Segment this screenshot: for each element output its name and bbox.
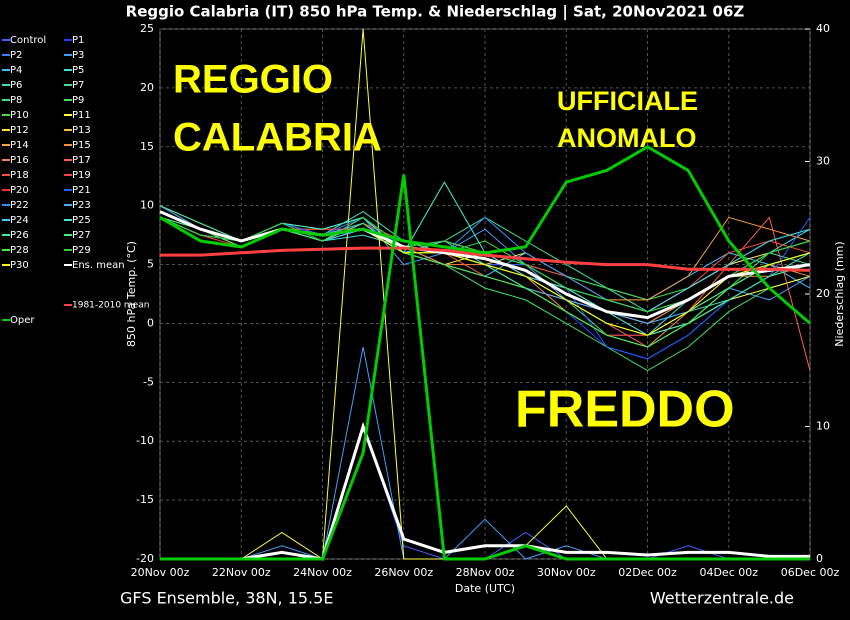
legend-label: P1 <box>72 35 84 46</box>
y-tick-label: 10 <box>140 199 154 212</box>
legend-label: Control <box>10 35 46 46</box>
legend-label: P5 <box>72 65 84 76</box>
legend-label: P8 <box>10 95 22 106</box>
legend-label: P7 <box>72 80 84 91</box>
y-tick-label: 20 <box>140 81 154 94</box>
legend-label: P25 <box>72 215 91 226</box>
y-tick-label: 0 <box>147 316 154 329</box>
x-tick-label: 22Nov 00z <box>212 566 271 579</box>
x-tick-label: 04Dec 00z <box>699 566 758 579</box>
legend-label: P9 <box>72 95 84 106</box>
y2-tick-label: 30 <box>816 155 830 168</box>
legend-label: P2 <box>10 50 22 61</box>
legend-label: P4 <box>10 65 22 76</box>
legend-label: P21 <box>72 185 91 196</box>
y2-axis-label: Niederschlag (mm) <box>833 241 846 346</box>
footer-left: GFS Ensemble, 38N, 15.5E <box>120 589 333 608</box>
annotation: CALABRIA <box>173 116 382 160</box>
legend-label: P12 <box>10 125 29 136</box>
precip-line <box>160 421 810 561</box>
legend-label: P29 <box>72 245 91 256</box>
y-tick-label: 25 <box>140 22 154 35</box>
y-axis-label: 850 hPa Temp. (°C) <box>125 241 138 347</box>
x-tick-label: 02Dec 00z <box>618 566 677 579</box>
temp-line <box>159 210 811 320</box>
legend-label: P26 <box>10 230 29 241</box>
x-tick-label: 06Dec 00z <box>781 566 840 579</box>
y-tick-label: -20 <box>136 552 154 565</box>
legend-label: P19 <box>72 170 91 181</box>
legend-label: P30 <box>10 260 29 271</box>
x-tick-label: 28Nov 00z <box>456 566 515 579</box>
legend-label: P18 <box>10 170 29 181</box>
annotation: FREDDO <box>515 381 735 439</box>
y-tick-label: 15 <box>140 140 154 153</box>
legend-label: P11 <box>72 110 91 121</box>
legend-label: P17 <box>72 155 91 166</box>
y-tick-label: -15 <box>136 493 154 506</box>
legend-label: P20 <box>10 185 29 196</box>
precip-line <box>160 174 810 561</box>
legend-label: 1981-2010 mean <box>72 301 149 311</box>
temp-line <box>160 246 811 272</box>
legend-label: P13 <box>72 125 91 136</box>
x-tick-label: 30Nov 00z <box>537 566 596 579</box>
legend-label: P6 <box>10 80 22 91</box>
annotation: ANOMALO <box>557 123 696 153</box>
annotation: REGGIO <box>173 58 333 102</box>
legend-label: P3 <box>72 50 84 61</box>
legend-label: Oper <box>10 315 35 326</box>
chart-title: Reggio Calabria (IT) 850 hPa Temp. & Nie… <box>126 3 745 22</box>
y2-tick-label: 10 <box>816 420 830 433</box>
legend-label: P22 <box>10 200 29 211</box>
legend-label: P23 <box>72 200 91 211</box>
x-tick-label: 26Nov 00z <box>374 566 433 579</box>
y-tick-label: 5 <box>147 258 154 271</box>
x-tick-label: 20Nov 00z <box>131 566 190 579</box>
legend-label: P10 <box>10 110 29 121</box>
legend-label: P16 <box>10 155 29 166</box>
y2-tick-label: 40 <box>816 22 830 35</box>
legend-label: P27 <box>72 230 91 241</box>
legend-label: Ens. mean <box>72 260 125 271</box>
annotation: UFFICIALE <box>557 86 698 116</box>
y-tick-label: -10 <box>136 434 154 447</box>
legend-label: P28 <box>10 245 29 256</box>
footer-right: Wetterzentrale.de <box>650 589 794 608</box>
legend-label: P15 <box>72 140 91 151</box>
legend-label: P24 <box>10 215 29 226</box>
legend-label: P14 <box>10 140 29 151</box>
y2-tick-label: 0 <box>816 552 823 565</box>
y2-tick-label: 20 <box>816 287 830 300</box>
x-tick-label: 24Nov 00z <box>293 566 352 579</box>
x-axis-label: Date (UTC) <box>455 582 515 595</box>
temp-line <box>159 145 811 325</box>
y-tick-label: -5 <box>143 375 154 388</box>
